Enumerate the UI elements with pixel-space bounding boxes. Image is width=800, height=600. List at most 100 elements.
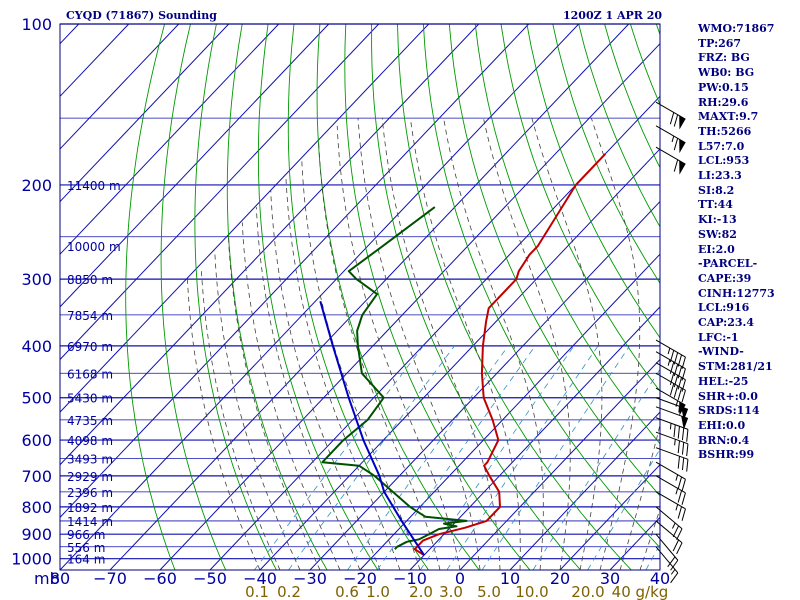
index-item: SI:8.2 [698,183,735,197]
pressure-tick-label: 100 [21,15,52,34]
dry-adiabat-line [160,24,227,570]
dry-adiabat-line [316,24,480,570]
isotherm-grid [60,24,660,570]
isotherm-line [60,24,330,308]
temperature-tick-label: −10 [393,569,427,588]
index-item: LCL:916 [698,301,750,315]
mixing-ratio-label: 2.0 [409,583,433,600]
height-label: 1414 m [67,515,113,529]
height-label: 966 m [67,528,105,542]
pressure-tick-label: 1000 [11,550,52,569]
dry-adiabat-line [194,24,277,570]
isotherm-line [60,24,480,466]
pressure-tick-labels: 100 200 300 400 500 600 700 800 900 1000 [11,15,52,569]
index-item: SHR+:0.0 [698,389,758,403]
index-item: HEL:-25 [698,374,749,388]
index-item: -WIND- [698,345,744,359]
index-item: -PARCEL- [698,257,758,271]
isotherm-line [259,148,660,570]
index-item: PW:0.15 [698,80,749,94]
station-title: CYQD (71867) Sounding [66,9,217,22]
height-label: 8850 m [67,273,113,287]
wind-barb [655,362,686,392]
height-label: 4735 m [67,414,113,428]
index-item: TP:267 [698,36,742,50]
isotherm-line [309,200,660,570]
isotherm-line [359,253,660,570]
temperature-profile-line [413,153,607,557]
wind-barb [655,417,689,442]
pressure-tick-label: 800 [21,498,52,517]
mixing-ratio-line [288,345,455,570]
dry-adiabat-line [448,24,660,497]
moist-adiabat-line [285,179,401,570]
index-item: CAP:23.4 [698,316,755,330]
index-item: SRDS:114 [698,404,760,418]
isotherm-line [60,24,280,255]
mixing-ratio-label: 0.1 [245,583,269,600]
moist-adiabats [187,118,660,570]
mixing-ratio-line [481,345,631,570]
dry-adiabat-line [371,24,581,570]
mixing-ratio-label: 3.0 [439,583,463,600]
index-item: TH:5266 [698,124,752,138]
moist-adiabat-line [270,190,381,570]
dry-adiabat-line [422,24,660,549]
moist-adiabat-line [336,125,461,570]
height-label: 4098 m [67,434,113,448]
index-item: EHI:0.0 [698,418,746,432]
dewpoint-profile-line [321,206,468,550]
dry-adiabat-line [474,24,660,445]
index-item: KI:-13 [698,213,737,227]
dry-adiabat-line [552,24,660,284]
isotherm-line [409,306,660,570]
temperature-tick-label: 10 [500,569,520,588]
y-axis-unit: mb [34,569,60,588]
index-item: SW:82 [698,227,737,241]
mixing-ratio-label: 0.2 [277,583,301,600]
plot-frame [59,23,661,571]
isotherm-line [559,464,660,570]
height-label: 6168 m [67,367,113,381]
index-item: CINH:12773 [698,286,775,300]
dry-adiabat-line [500,24,660,392]
mixing-ratio-label: 20.0 [571,583,604,600]
isotherm-line [60,24,530,519]
wind-barb [655,101,686,130]
height-label: 10000 m [67,240,121,254]
moist-adiabat-line [443,118,544,570]
temperature-tick-label: 30 [600,569,620,588]
pressure-tick-label: 400 [21,337,52,356]
moist-adiabat-line [187,279,261,570]
wind-barb [655,475,686,505]
moist-adiabat-line [200,267,281,570]
moist-adiabat-line [591,118,641,570]
wind-barb [655,431,689,457]
moist-adiabat-line [214,250,301,570]
index-item: BSHR:99 [698,448,755,462]
isotherm-line [159,42,660,570]
index-item: MAXT:9.7 [698,110,759,124]
index-item: FRZ: BG [698,51,750,65]
index-item: EI:2.0 [698,242,735,256]
temperature-tick-label: −40 [243,569,277,588]
wind-barb [655,406,689,430]
wind-barb [655,491,686,521]
index-item: WB0: BG [698,66,755,80]
pressure-tick-label: 300 [21,270,52,289]
moist-adiabat-line [228,236,321,570]
temperature-tick-label: −70 [93,569,127,588]
height-label: 1892 m [67,501,113,515]
mixing-ratio-line [419,345,575,570]
moist-adiabat-line [639,507,660,570]
isotherm-line [459,358,660,570]
moist-adiabat-line [357,118,481,570]
isotherm-line [209,95,660,570]
index-item: LFC:-1 [698,330,739,344]
wind-barb [655,447,689,472]
moist-adiabat-line [255,207,361,570]
isotherm-line [60,24,380,361]
height-label: 2396 m [67,486,113,500]
